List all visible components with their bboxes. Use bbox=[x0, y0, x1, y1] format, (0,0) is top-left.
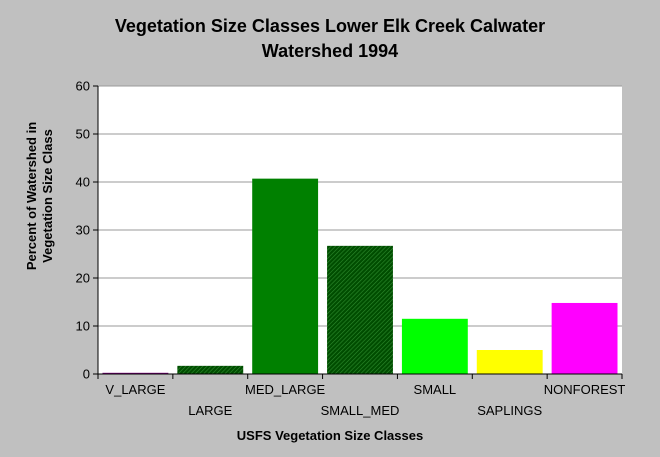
chart-title-line-2: Watershed 1994 bbox=[261, 41, 399, 61]
y-tick-label: 30 bbox=[76, 223, 90, 238]
x-tick-label: SMALL_MED bbox=[321, 403, 400, 418]
bar-large bbox=[177, 365, 244, 374]
x-tick-label: LARGE bbox=[188, 403, 232, 418]
y-tick-labels: 0 10 20 30 40 50 60 bbox=[76, 79, 90, 382]
x-tick-label: SMALL bbox=[414, 382, 457, 397]
y-tick-label: 20 bbox=[76, 271, 90, 286]
chart-title-line-1: Vegetation Size Classes Lower Elk Creek … bbox=[114, 16, 546, 36]
y-tick-label: 0 bbox=[83, 367, 90, 382]
chart-title: Vegetation Size Classes Lower Elk Creek … bbox=[0, 14, 660, 64]
y-tick-label: 60 bbox=[76, 79, 90, 94]
x-tick-label: NONFOREST bbox=[544, 382, 626, 397]
y-tick-label: 50 bbox=[76, 127, 90, 142]
bar-v-large bbox=[102, 372, 169, 374]
x-tick-label: V_LARGE bbox=[105, 382, 165, 397]
bar-nonforest bbox=[551, 302, 618, 374]
x-tick-labels: V_LARGE LARGE MED_LARGE SMALL_MED SMALL SAPLI… bbox=[105, 382, 625, 418]
x-tick-label: MED_LARGE bbox=[245, 382, 326, 397]
bar-small bbox=[401, 318, 468, 374]
bar-small-med bbox=[327, 245, 393, 374]
x-axis-label: USFS Vegetation Size Classes bbox=[236, 428, 424, 443]
y-tick-label: 40 bbox=[76, 175, 90, 190]
axes bbox=[93, 85, 623, 379]
bar-saplings bbox=[476, 350, 543, 374]
x-tick-label: SAPLINGS bbox=[477, 403, 542, 418]
bar-med-large bbox=[252, 178, 319, 374]
y-tick-label: 10 bbox=[76, 319, 90, 334]
bars bbox=[102, 178, 618, 374]
